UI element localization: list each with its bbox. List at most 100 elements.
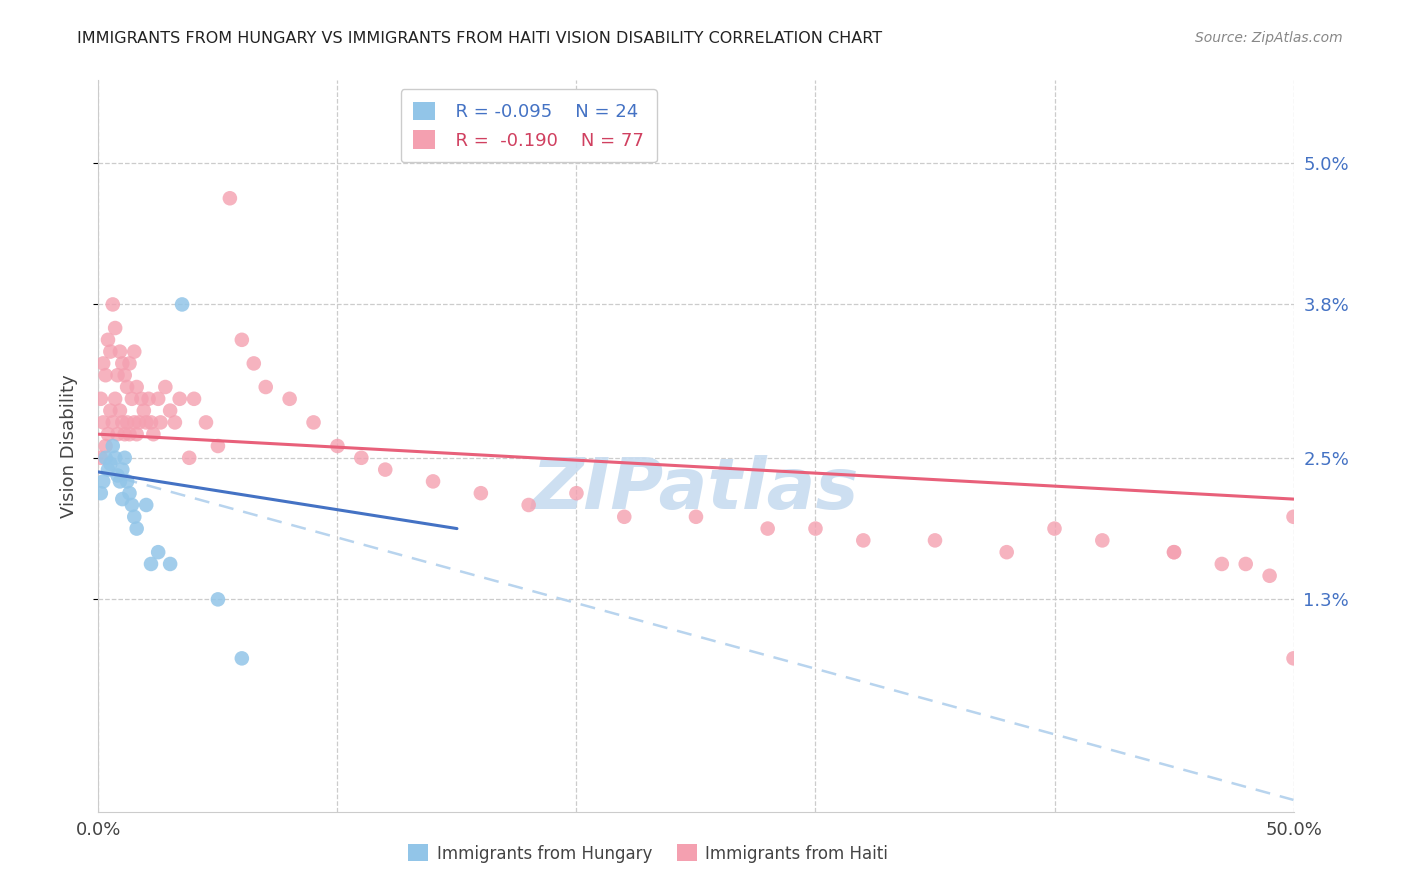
Point bbox=[470, 486, 492, 500]
Point bbox=[804, 522, 827, 536]
Point bbox=[243, 356, 266, 370]
Point bbox=[169, 392, 191, 406]
Point bbox=[163, 416, 186, 430]
Point bbox=[121, 392, 143, 406]
Point bbox=[565, 486, 588, 500]
Point bbox=[108, 403, 131, 417]
Point bbox=[924, 533, 946, 548]
Point bbox=[94, 439, 117, 453]
Point bbox=[149, 416, 172, 430]
Point bbox=[139, 416, 162, 430]
Point bbox=[254, 380, 277, 394]
Point bbox=[90, 392, 112, 406]
Point bbox=[90, 450, 112, 465]
Point bbox=[94, 450, 117, 465]
Point bbox=[118, 427, 141, 442]
Point bbox=[107, 468, 129, 483]
Point bbox=[132, 403, 155, 417]
Point bbox=[108, 475, 131, 489]
Point bbox=[118, 486, 141, 500]
Point bbox=[142, 427, 165, 442]
Legend: Immigrants from Hungary, Immigrants from Haiti: Immigrants from Hungary, Immigrants from… bbox=[402, 838, 894, 869]
Point bbox=[115, 380, 138, 394]
Point bbox=[207, 592, 229, 607]
Point bbox=[104, 321, 127, 335]
Point bbox=[108, 344, 131, 359]
Point bbox=[124, 416, 146, 430]
Point bbox=[148, 545, 170, 559]
Text: IMMIGRANTS FROM HUNGARY VS IMMIGRANTS FROM HAITI VISION DISABILITY CORRELATION C: IMMIGRANTS FROM HUNGARY VS IMMIGRANTS FR… bbox=[77, 31, 883, 46]
Point bbox=[1282, 509, 1305, 524]
Point bbox=[1091, 533, 1114, 548]
Point bbox=[135, 498, 157, 512]
Point bbox=[115, 475, 138, 489]
Point bbox=[98, 344, 122, 359]
Point bbox=[195, 416, 218, 430]
Point bbox=[101, 416, 124, 430]
Point bbox=[326, 439, 349, 453]
Point bbox=[148, 392, 170, 406]
Point bbox=[231, 333, 253, 347]
Text: Source: ZipAtlas.com: Source: ZipAtlas.com bbox=[1195, 31, 1343, 45]
Point bbox=[159, 557, 181, 571]
Point bbox=[97, 427, 120, 442]
Point bbox=[219, 191, 242, 205]
Point bbox=[517, 498, 540, 512]
Point bbox=[107, 427, 129, 442]
Point bbox=[374, 462, 396, 476]
Point bbox=[90, 486, 112, 500]
Point bbox=[107, 368, 129, 383]
Point bbox=[98, 457, 122, 471]
Point bbox=[115, 416, 138, 430]
Point bbox=[179, 450, 201, 465]
Point bbox=[1234, 557, 1257, 571]
Point bbox=[125, 380, 148, 394]
Point bbox=[207, 439, 229, 453]
Point bbox=[350, 450, 373, 465]
Point bbox=[756, 522, 779, 536]
Y-axis label: Vision Disability: Vision Disability bbox=[59, 374, 77, 518]
Point bbox=[111, 416, 134, 430]
Point bbox=[121, 498, 143, 512]
Point bbox=[231, 651, 253, 665]
Point bbox=[125, 427, 148, 442]
Point bbox=[852, 533, 875, 548]
Point bbox=[91, 475, 114, 489]
Point bbox=[114, 368, 136, 383]
Point bbox=[422, 475, 444, 489]
Point bbox=[111, 492, 134, 507]
Point bbox=[613, 509, 636, 524]
Point bbox=[995, 545, 1018, 559]
Point bbox=[101, 297, 124, 311]
Point bbox=[104, 450, 127, 465]
Point bbox=[111, 462, 134, 476]
Point bbox=[97, 333, 120, 347]
Point bbox=[98, 403, 122, 417]
Point bbox=[131, 392, 153, 406]
Point bbox=[91, 416, 114, 430]
Point bbox=[114, 427, 136, 442]
Point bbox=[124, 344, 146, 359]
Point bbox=[124, 509, 146, 524]
Point bbox=[302, 416, 325, 430]
Point bbox=[128, 416, 150, 430]
Point bbox=[118, 356, 141, 370]
Point bbox=[1043, 522, 1066, 536]
Point bbox=[135, 416, 157, 430]
Point bbox=[114, 450, 136, 465]
Point bbox=[1211, 557, 1233, 571]
Point bbox=[104, 392, 127, 406]
Point bbox=[1163, 545, 1185, 559]
Point bbox=[101, 439, 124, 453]
Point bbox=[111, 356, 134, 370]
Point bbox=[1282, 651, 1305, 665]
Text: ZIPatlas: ZIPatlas bbox=[533, 456, 859, 524]
Point bbox=[91, 356, 114, 370]
Point bbox=[172, 297, 194, 311]
Point bbox=[183, 392, 205, 406]
Point bbox=[138, 392, 160, 406]
Point bbox=[94, 368, 117, 383]
Point bbox=[278, 392, 301, 406]
Point bbox=[1258, 568, 1281, 582]
Point bbox=[159, 403, 181, 417]
